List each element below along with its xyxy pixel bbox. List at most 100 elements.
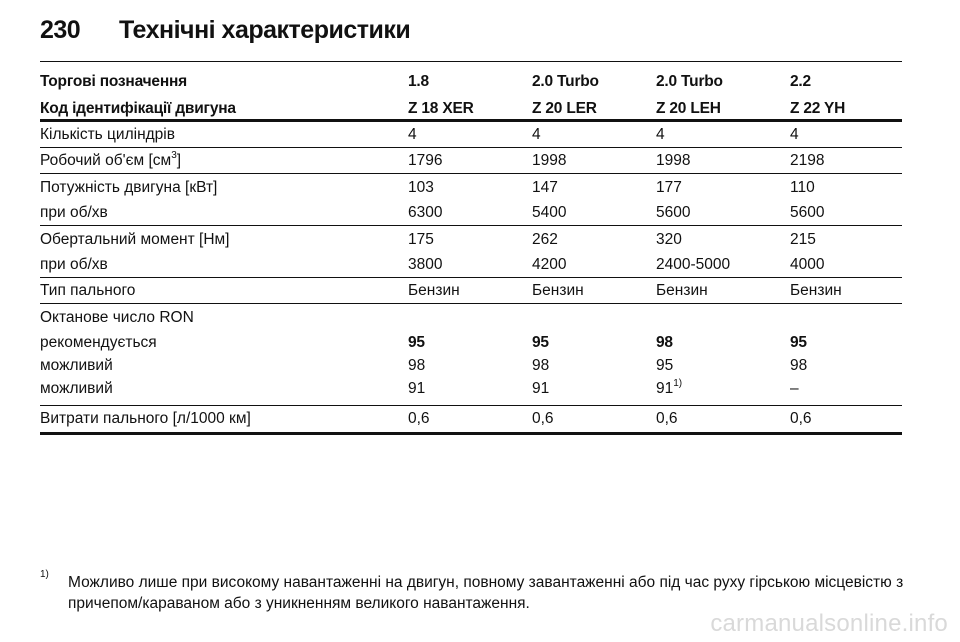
table-cell: 98 xyxy=(408,357,426,374)
table-cell-value: 91 xyxy=(656,380,674,397)
row-separator xyxy=(40,147,902,148)
table-cell: 147 xyxy=(532,179,558,196)
table-cell: 0,6 xyxy=(790,410,812,427)
table-cell: 177 xyxy=(656,179,682,196)
row-label: Кількість циліндрів xyxy=(40,126,175,143)
displacement-label-bracket: ] xyxy=(176,152,182,169)
table-cell: 4 xyxy=(408,126,417,143)
table-cell: 4 xyxy=(656,126,665,143)
table-cell: 2198 xyxy=(790,152,825,169)
table-cell: 95 xyxy=(408,334,425,351)
table-cell: 98 xyxy=(656,334,673,351)
table-row-octane: Октанове число RON xyxy=(40,304,902,331)
displacement-label-text: Робочий об'єм [см xyxy=(40,152,172,169)
column-header-label: Торгові позначення xyxy=(40,73,188,90)
row-label: при об/хв xyxy=(40,256,108,273)
page-title: Технічні характеристики xyxy=(119,16,411,44)
row-separator xyxy=(40,173,902,174)
row-label: Обертальний момент [Нм] xyxy=(40,231,230,248)
row-label: при об/хв xyxy=(40,204,108,221)
table-cell: 1998 xyxy=(532,152,567,169)
table-row-torque-rpm: при об/хв 3800 4200 2400-5000 4000 xyxy=(40,254,902,277)
table-cell: Бензин xyxy=(656,282,708,299)
table-cell: 5600 xyxy=(656,204,691,221)
table-cell: 95 xyxy=(656,357,674,374)
page-header: 230 Технічні характеристики xyxy=(40,12,902,52)
table-cell: 262 xyxy=(532,231,558,248)
table-cell: 4 xyxy=(532,126,541,143)
table-cell: 175 xyxy=(408,231,434,248)
footnote-reference: 1) xyxy=(673,377,683,389)
row-label: Витрати пального [л/1000 км] xyxy=(40,410,251,427)
table-row-displacement: Робочий об'єм [см3] 1796 1998 1998 2198 xyxy=(40,148,902,173)
table-row-power-rpm: при об/хв 6300 5400 5600 5600 xyxy=(40,202,902,225)
table-cell: Бензин xyxy=(408,282,460,299)
displacement-label-superscript: 3 xyxy=(171,149,177,161)
column-header-2: 2.0 Turbo xyxy=(532,73,599,90)
table-header-row-trade-designation: Торгові позначення 1.8 2.0 Turbo 2.0 Tur… xyxy=(40,62,902,92)
row-label: рекомендується xyxy=(40,334,157,351)
table-cell: 98 xyxy=(790,357,808,374)
table-header-separator xyxy=(40,119,902,122)
table-header-row-engine-code: Код ідентифікації двигуна Z 18 XER Z 20 … xyxy=(40,92,902,119)
table-row-possible: можливий 91 91 911) – xyxy=(40,377,902,405)
table-cell: Бензин xyxy=(532,282,584,299)
table-cell: 5600 xyxy=(790,204,825,221)
column-header-4: 2.2 xyxy=(790,73,811,90)
row-label: Тип пального xyxy=(40,282,136,299)
table-cell: 215 xyxy=(790,231,816,248)
table-row-recommended: рекомендується 95 95 98 95 xyxy=(40,331,902,354)
table-row-torque: Обертальний момент [Нм] 175 262 320 215 xyxy=(40,226,902,254)
row-label: Октанове число RON xyxy=(40,309,194,326)
engine-code-label: Код ідентифікації двигуна xyxy=(40,100,236,117)
table-cell: 0,6 xyxy=(656,410,678,427)
engine-code-1: Z 18 XER xyxy=(408,100,474,117)
table-row-consumption: Витрати пального [л/1000 км] 0,6 0,6 0,6… xyxy=(40,406,902,432)
row-separator xyxy=(40,405,902,406)
table-row-power: Потужність двигуна [кВт] 103 147 177 110 xyxy=(40,174,902,202)
table-row-cylinders: Кількість циліндрів 4 4 4 4 xyxy=(40,122,902,147)
table-cell: 320 xyxy=(656,231,682,248)
table-cell: 5400 xyxy=(532,204,567,221)
row-label: Робочий об'єм [см3] xyxy=(40,150,181,172)
spec-table: Торгові позначення 1.8 2.0 Turbo 2.0 Tur… xyxy=(40,62,902,435)
table-row-fuel-type: Тип пального Бензин Бензин Бензин Бензин xyxy=(40,278,902,303)
row-separator xyxy=(40,225,902,226)
table-bottom-rule xyxy=(40,432,902,435)
row-label: Потужність двигуна [кВт] xyxy=(40,179,218,196)
engine-code-4: Z 22 YH xyxy=(790,100,846,117)
table-cell: 4000 xyxy=(790,256,825,273)
table-cell: Бензин xyxy=(790,282,842,299)
table-cell: – xyxy=(790,380,799,397)
table-cell: 4 xyxy=(790,126,799,143)
table-row-possible: можливий 98 98 95 98 xyxy=(40,354,902,377)
table-cell: 0,6 xyxy=(532,410,554,427)
column-header-3: 2.0 Turbo xyxy=(656,73,723,90)
table-cell: 4200 xyxy=(532,256,567,273)
watermark: carmanualsonline.info xyxy=(710,610,948,637)
table-cell: 91 xyxy=(532,380,550,397)
table-cell: 911) xyxy=(656,378,682,400)
table-cell: 2400-5000 xyxy=(656,256,731,273)
table-cell: 98 xyxy=(532,357,550,374)
column-header-1: 1.8 xyxy=(408,73,429,90)
table-cell: 3800 xyxy=(408,256,443,273)
table-cell: 95 xyxy=(790,334,807,351)
table-cell: 6300 xyxy=(408,204,443,221)
table-cell: 0,6 xyxy=(408,410,430,427)
row-separator xyxy=(40,303,902,304)
table-cell: 110 xyxy=(790,179,815,196)
table-cell: 103 xyxy=(408,179,434,196)
table-cell: 91 xyxy=(408,380,426,397)
page-number: 230 xyxy=(40,16,81,44)
row-separator xyxy=(40,277,902,278)
engine-code-3: Z 20 LEH xyxy=(656,100,721,117)
table-cell: 1998 xyxy=(656,152,691,169)
table-cell: 95 xyxy=(532,334,549,351)
engine-code-2: Z 20 LER xyxy=(532,100,597,117)
row-label: можливий xyxy=(40,380,113,397)
header-rule xyxy=(40,61,902,62)
table-cell: 1796 xyxy=(408,152,443,169)
footnote-text: Можливо лише при високому навантаженні н… xyxy=(68,574,904,612)
footnote-marker: 1) xyxy=(40,569,49,580)
